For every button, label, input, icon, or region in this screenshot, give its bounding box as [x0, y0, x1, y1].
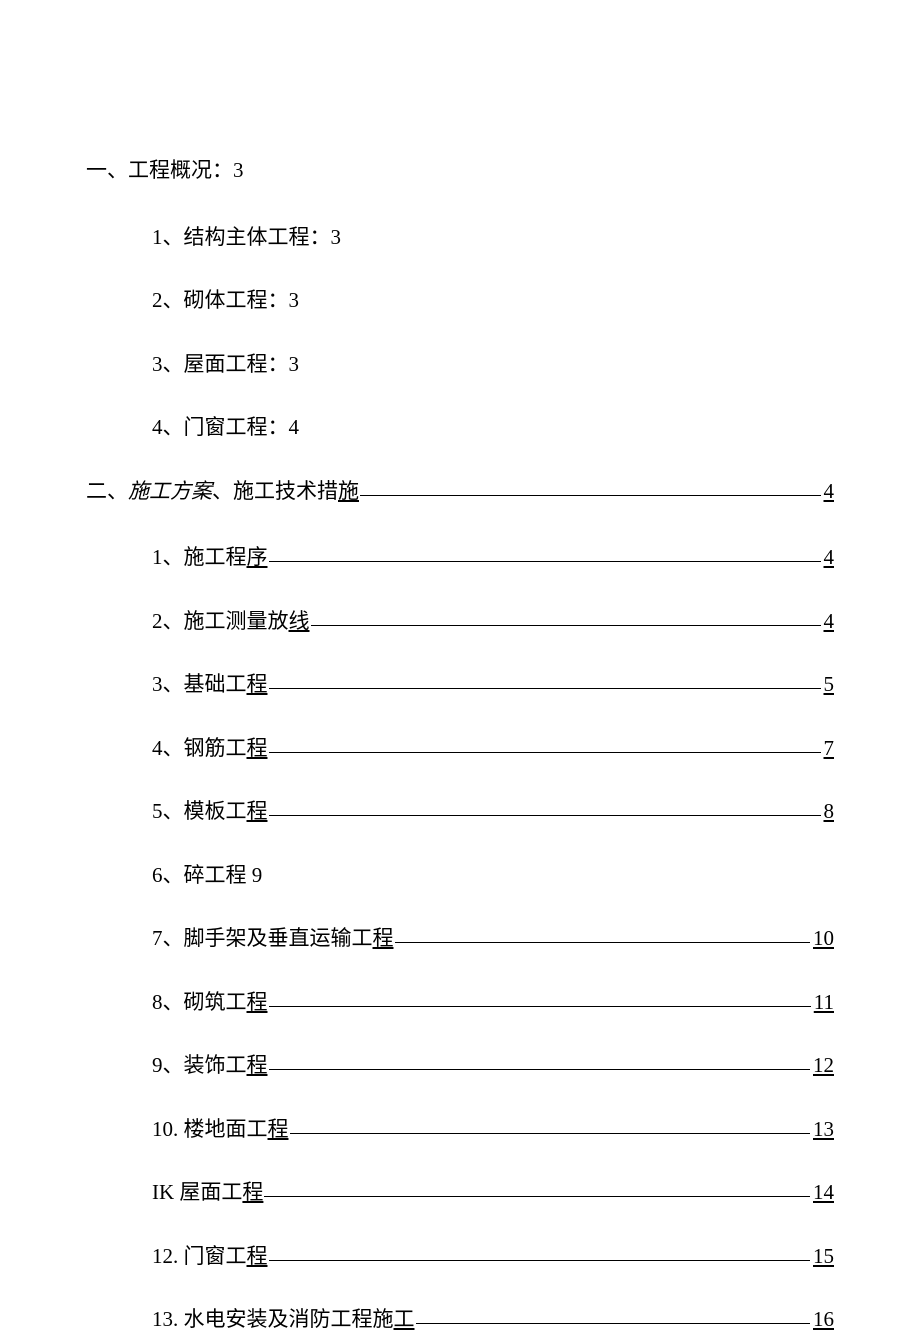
toc-item-label: 10. 楼地面工程 [152, 1114, 289, 1146]
toc-item: 4、门窗工程：4 [86, 412, 834, 444]
toc-item-label: 6、碎工程 9 [152, 860, 262, 892]
toc-leader [416, 1323, 811, 1324]
toc-item: IK 屋面工程 14 [86, 1177, 834, 1209]
toc-item: 7、脚手架及垂直运输工程 10 [86, 923, 834, 955]
toc-section-2-heading: 二、施工方案、施工技术措施 4 [86, 476, 834, 508]
toc-page-number: 12 [813, 1050, 834, 1082]
heading-rest: 、施工技术措 [212, 479, 338, 503]
toc-leader [269, 1069, 811, 1070]
toc-item: 6、碎工程 9 [86, 860, 834, 892]
toc-item-label: 1、结构主体工程：3 [152, 222, 341, 254]
toc-item-label: IK 屋面工程 [152, 1177, 263, 1209]
toc-item: 4、钢筋工程 7 [86, 733, 834, 765]
toc-page-number: 14 [813, 1177, 834, 1209]
heading-italic: 施工方案 [128, 479, 212, 503]
heading-prefix: 二、 [86, 479, 128, 503]
toc-item: 1、施工程序 4 [86, 542, 834, 574]
toc-leader [269, 561, 821, 562]
toc-page-number: 15 [813, 1241, 834, 1273]
toc-item-label: 7、脚手架及垂直运输工程 [152, 923, 394, 955]
toc-item: 2、砌体工程：3 [86, 285, 834, 317]
toc-item-label: 1、施工程序 [152, 542, 268, 574]
toc-leader [269, 688, 821, 689]
toc-item-label: 2、施工测量放线 [152, 606, 310, 638]
toc-heading-text: 二、施工方案、施工技术措施 [86, 476, 359, 508]
toc-leader [395, 942, 811, 943]
toc-item-label: 2、砌体工程：3 [152, 285, 299, 317]
toc-leader [269, 1006, 811, 1007]
toc-item: 2、施工测量放线 4 [86, 606, 834, 638]
toc-heading-text: 一、工程概况：3 [86, 155, 244, 187]
toc-item: 8、砌筑工程 11 [86, 987, 834, 1019]
toc-leader [360, 495, 821, 496]
toc-page-number: 4 [824, 476, 835, 508]
toc-section-1-heading: 一、工程概况：3 [86, 155, 834, 187]
toc-leader [269, 752, 821, 753]
toc-page-number: 5 [824, 669, 835, 701]
toc-leader [269, 815, 821, 816]
toc-item: 1、结构主体工程：3 [86, 222, 834, 254]
toc-item-label: 4、钢筋工程 [152, 733, 268, 765]
toc-page-number: 13 [813, 1114, 834, 1146]
toc-leader [311, 625, 821, 626]
toc-item: 9、装饰工程 12 [86, 1050, 834, 1082]
toc-page-number: 11 [814, 987, 834, 1019]
toc-item: 10. 楼地面工程 13 [86, 1114, 834, 1146]
toc-item-label: 4、门窗工程：4 [152, 412, 299, 444]
toc-item: 5、模板工程 8 [86, 796, 834, 828]
toc-page-number: 4 [824, 542, 835, 574]
toc-container: 一、工程概况：3 1、结构主体工程：3 2、砌体工程：3 3、屋面工程：3 4、… [0, 155, 920, 1336]
toc-item-label: 12. 门窗工程 [152, 1241, 268, 1273]
toc-item-label: 5、模板工程 [152, 796, 268, 828]
toc-page-number: 8 [824, 796, 835, 828]
toc-leader [269, 1260, 811, 1261]
toc-item-label: 9、装饰工程 [152, 1050, 268, 1082]
toc-leader [264, 1196, 810, 1197]
toc-page-number: 16 [813, 1304, 834, 1336]
toc-page-number: 7 [824, 733, 835, 765]
toc-leader [290, 1133, 811, 1134]
heading-underline: 施 [338, 479, 359, 503]
toc-item-label: 3、基础工程 [152, 669, 268, 701]
toc-item: 12. 门窗工程 15 [86, 1241, 834, 1273]
toc-item-label: 13. 水电安装及消防工程施工 [152, 1304, 415, 1336]
toc-page-number: 10 [813, 923, 834, 955]
toc-item-label: 3、屋面工程：3 [152, 349, 299, 381]
toc-item-label: 8、砌筑工程 [152, 987, 268, 1019]
toc-item: 13. 水电安装及消防工程施工 16 [86, 1304, 834, 1336]
toc-page-number: 4 [824, 606, 835, 638]
toc-item: 3、基础工程 5 [86, 669, 834, 701]
toc-item: 3、屋面工程：3 [86, 349, 834, 381]
